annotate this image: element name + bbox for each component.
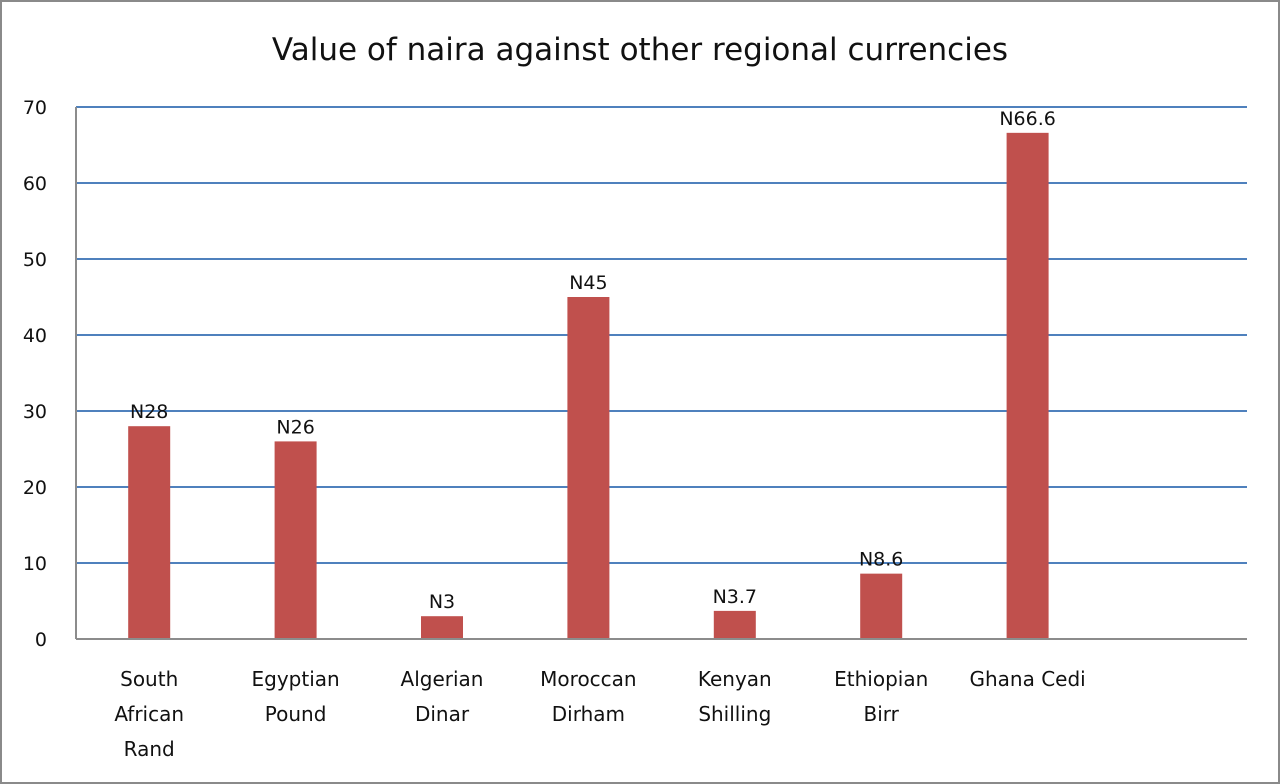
data-label: N26 <box>276 416 314 438</box>
y-tick-label: 60 <box>23 173 47 195</box>
x-category-label-line: Moroccan <box>540 667 636 691</box>
data-label: N45 <box>569 272 607 294</box>
x-category-label-line: Algerian <box>401 667 484 691</box>
x-category-label-line: South <box>120 667 178 691</box>
x-axis-categories: South African Rand Egyptian Pound Algerian Din… <box>114 667 1085 761</box>
x-category-label: Kenyan Shilling <box>698 667 772 726</box>
gridlines <box>76 106 1247 564</box>
bar <box>567 297 610 639</box>
x-category-label-line: Ethiopian <box>834 667 928 691</box>
data-label: N28 <box>130 401 168 423</box>
x-category-label-line: Dirham <box>552 702 625 726</box>
x-category-label-line: Rand <box>124 737 175 761</box>
y-tick-label: 50 <box>23 249 47 271</box>
x-category-label: Ethiopian Birr <box>834 667 928 726</box>
bar <box>128 426 171 639</box>
bar <box>713 610 756 639</box>
data-labels: N28 N26 N3 N45 N3.7 N8.6 N66.6 <box>130 108 1056 613</box>
x-category-label-line: Shilling <box>698 702 771 726</box>
data-label: N3.7 <box>713 586 757 608</box>
y-tick-label: 0 <box>35 629 47 651</box>
data-label: N8.6 <box>859 549 903 571</box>
y-tick-label: 40 <box>23 325 47 347</box>
x-category-label: Moroccan Dirham <box>540 667 636 726</box>
bar <box>1006 132 1049 639</box>
bars <box>128 132 1049 639</box>
x-category-label: Ghana Cedi <box>969 667 1085 691</box>
x-category-label-line: Ghana Cedi <box>969 667 1085 691</box>
x-category-label: Egyptian Pound <box>251 667 339 726</box>
y-axis-ticks: 0 10 20 30 40 50 60 70 <box>23 97 47 651</box>
x-category-label-line: Pound <box>265 702 327 726</box>
x-category-label-line: Dinar <box>415 702 470 726</box>
data-label: N3 <box>429 591 455 613</box>
x-category-label-line: Birr <box>864 702 900 726</box>
y-tick-label: 70 <box>23 97 47 119</box>
y-tick-label: 10 <box>23 553 47 575</box>
y-tick-label: 20 <box>23 477 47 499</box>
x-category-label-line: African <box>114 702 184 726</box>
x-category-label: South African Rand <box>114 667 184 761</box>
x-category-label-line: Kenyan <box>698 667 772 691</box>
y-tick-label: 30 <box>23 401 47 423</box>
bar <box>421 616 463 639</box>
x-category-label: Algerian Dinar <box>401 667 484 726</box>
bar <box>274 441 317 639</box>
data-label: N66.6 <box>999 108 1056 130</box>
bar <box>860 573 903 639</box>
chart-title: Value of naira against other regional cu… <box>272 32 1008 68</box>
x-category-label-line: Egyptian <box>251 667 339 691</box>
